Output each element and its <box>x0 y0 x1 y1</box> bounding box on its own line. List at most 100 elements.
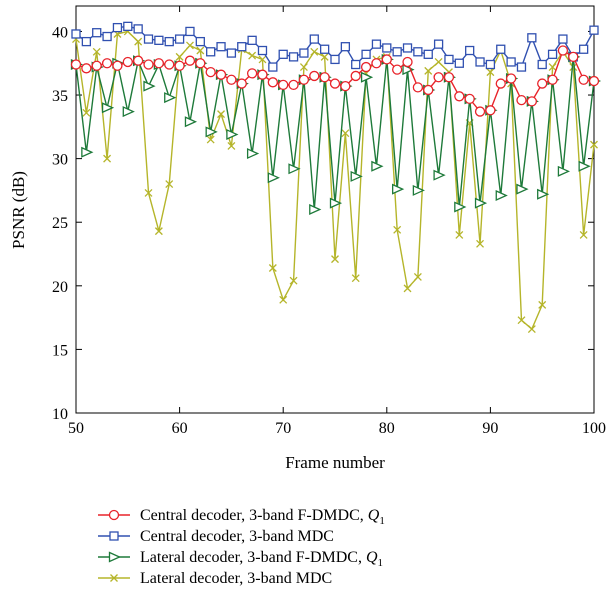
data-point <box>226 48 237 58</box>
data-point <box>402 64 415 76</box>
data-point <box>246 148 260 160</box>
data-point <box>526 96 537 107</box>
data-point <box>423 84 434 96</box>
x-marker-stroke <box>455 230 464 239</box>
x-marker-stroke <box>248 51 257 60</box>
data-point <box>299 63 308 72</box>
data-point <box>331 255 339 264</box>
x-marker-stroke <box>351 274 360 283</box>
data-point <box>548 63 557 72</box>
data-point <box>226 128 239 140</box>
x-marker-stroke <box>134 37 143 46</box>
data-point <box>133 55 144 66</box>
data-point <box>122 56 133 68</box>
data-point <box>413 47 423 57</box>
data-point <box>496 44 506 54</box>
data-point <box>444 54 454 65</box>
data-point <box>361 49 371 59</box>
data-point <box>92 47 101 56</box>
x-marker-stroke <box>279 295 288 304</box>
data-point <box>134 37 143 46</box>
data-point <box>122 106 135 118</box>
y-tick-label: 20 <box>52 279 68 296</box>
y-tick-label: 40 <box>52 24 68 41</box>
data-point <box>206 47 216 57</box>
data-point <box>185 26 195 37</box>
data-point <box>101 102 115 114</box>
legend-label: Central decoder, 3-band MDC <box>140 528 334 545</box>
data-point <box>434 58 443 66</box>
x-tick-label: 70 <box>275 420 291 437</box>
data-point <box>205 126 218 138</box>
data-point <box>309 70 320 82</box>
data-point <box>465 45 475 56</box>
data-point <box>123 21 133 32</box>
data-point <box>103 154 112 163</box>
data-point <box>196 46 205 55</box>
data-point <box>516 62 527 72</box>
data-point <box>143 80 156 92</box>
data-point <box>247 35 257 45</box>
data-point <box>298 74 310 85</box>
data-point <box>164 36 174 47</box>
data-point <box>309 203 322 216</box>
data-point <box>289 276 298 285</box>
data-point <box>184 116 198 128</box>
data-point <box>320 52 329 61</box>
x-marker-stroke <box>299 63 308 72</box>
x-marker-stroke <box>103 154 112 163</box>
data-point <box>350 70 361 82</box>
data-point <box>112 60 123 71</box>
y-tick-label: 10 <box>52 406 68 423</box>
x-marker-stroke <box>569 63 578 72</box>
data-point <box>217 110 225 119</box>
data-point <box>144 189 153 197</box>
data-point <box>268 264 277 272</box>
x-marker-stroke <box>579 230 588 239</box>
data-point <box>81 36 92 47</box>
data-point <box>464 93 475 104</box>
data-point <box>319 44 330 54</box>
data-point <box>527 33 537 43</box>
data-point <box>257 45 268 56</box>
data-point <box>216 42 226 52</box>
data-point <box>164 59 175 70</box>
data-point <box>547 49 558 59</box>
x-marker-stroke <box>527 325 536 334</box>
data-point <box>350 170 363 182</box>
data-point <box>102 31 112 42</box>
data-point <box>423 49 433 59</box>
x-marker-stroke <box>538 300 547 309</box>
plot-area <box>75 5 595 414</box>
x-marker-stroke <box>154 227 163 236</box>
data-point <box>174 34 185 44</box>
data-point <box>257 69 268 80</box>
data-point <box>413 272 422 281</box>
data-point <box>71 29 81 39</box>
x-marker-stroke <box>320 52 329 61</box>
data-point <box>485 105 496 116</box>
x-marker-stroke <box>165 180 174 189</box>
x-marker-stroke <box>486 68 495 77</box>
data-point <box>381 54 392 65</box>
series-4 <box>72 27 598 334</box>
x-marker-stroke <box>424 66 433 75</box>
data-point <box>215 69 227 80</box>
data-point <box>403 284 412 293</box>
data-point <box>424 66 433 75</box>
data-point <box>340 80 351 92</box>
data-point <box>579 230 588 239</box>
data-point <box>268 62 278 72</box>
data-point <box>330 54 340 65</box>
data-point <box>589 25 599 35</box>
data-point <box>557 165 571 177</box>
y-axis-label: PSNR (dB) <box>9 171 28 249</box>
data-point <box>590 140 598 149</box>
legend-item: Central decoder, 3-band F-DMDC, Q1 <box>98 507 385 527</box>
data-point <box>310 47 319 56</box>
data-point <box>516 94 527 106</box>
data-point <box>81 63 92 74</box>
data-point <box>454 201 467 213</box>
legend-marker <box>110 574 118 582</box>
